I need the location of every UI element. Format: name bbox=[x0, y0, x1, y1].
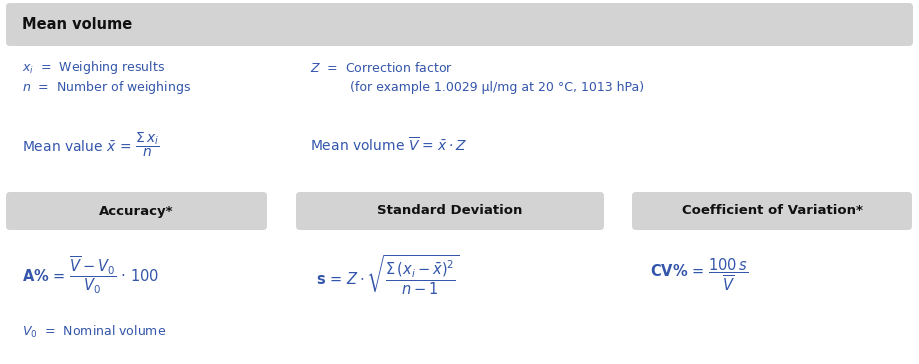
Text: $x_i$  =  Weighing results: $x_i$ = Weighing results bbox=[22, 59, 165, 76]
FancyBboxPatch shape bbox=[296, 192, 604, 230]
FancyBboxPatch shape bbox=[6, 192, 267, 230]
Text: (for example 1.0029 µl/mg at 20 °C, 1013 hPa): (for example 1.0029 µl/mg at 20 °C, 1013… bbox=[350, 82, 644, 95]
Text: Coefficient of Variation*: Coefficient of Variation* bbox=[682, 205, 862, 218]
FancyBboxPatch shape bbox=[632, 192, 912, 230]
Text: Mean value $\bar{x}$ = $\dfrac{\Sigma\, x_i}{n}$: Mean value $\bar{x}$ = $\dfrac{\Sigma\, … bbox=[22, 131, 160, 159]
Text: Standard Deviation: Standard Deviation bbox=[378, 205, 523, 218]
Text: $\mathbf{A\%}$ = $\dfrac{\overline{V} - V_0}{V_0}$ · 100: $\mathbf{A\%}$ = $\dfrac{\overline{V} - … bbox=[22, 254, 159, 296]
Text: $\mathbf{CV\%}$ = $\dfrac{100\,s}{\overline{V}}$: $\mathbf{CV\%}$ = $\dfrac{100\,s}{\overl… bbox=[650, 257, 748, 293]
Text: $Z$  =  Correction factor: $Z$ = Correction factor bbox=[310, 61, 453, 75]
FancyBboxPatch shape bbox=[6, 3, 913, 46]
Text: Mean volume: Mean volume bbox=[22, 17, 132, 32]
Text: $V_0$  =  Nominal volume: $V_0$ = Nominal volume bbox=[22, 324, 166, 340]
Text: $\mathbf{s}$ = $Z\cdot\sqrt{\dfrac{\Sigma\,(x_i - \bar{x})^2}{n - 1}}$: $\mathbf{s}$ = $Z\cdot\sqrt{\dfrac{\Sigm… bbox=[316, 253, 460, 297]
Text: Mean volume $\overline{V}$ = $\bar{x}\cdot Z$: Mean volume $\overline{V}$ = $\bar{x}\cd… bbox=[310, 136, 468, 154]
Text: Accuracy*: Accuracy* bbox=[99, 205, 174, 218]
Text: $n$  =  Number of weighings: $n$ = Number of weighings bbox=[22, 79, 191, 96]
